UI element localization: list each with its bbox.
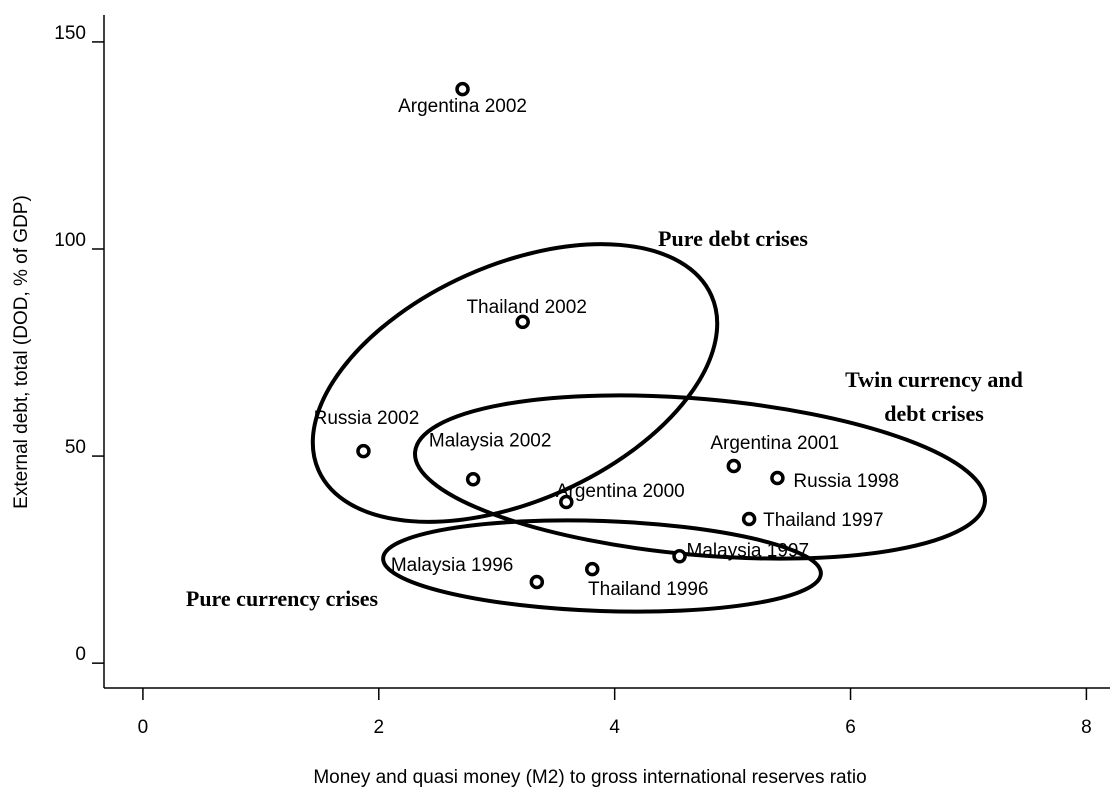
y-tick-label: 50 [65,437,86,458]
point [356,443,371,459]
y-axis-title: External debt, total (DOD, % of GDP) [11,195,32,509]
point [529,574,545,590]
point [455,81,470,97]
point-label: Malaysia 1996 [391,555,514,576]
point [726,458,742,474]
annotation: Pure currency crises [186,586,379,611]
y-tick-label: 150 [54,23,86,44]
point-label: Malaysia 2002 [429,430,552,451]
point-label: Russia 2002 [314,408,420,429]
point-label: Thailand 2002 [466,297,586,318]
annotation: Pure debt crises [658,226,808,251]
x-tick-label: 4 [609,717,620,738]
point-label: Malaysia 1997 [687,540,810,561]
currency-ellipse [381,518,823,614]
annotation: Twin currency and [845,367,1023,392]
point-label: Argentina 2000 [556,481,685,502]
x-axis-title: Money and quasi money (M2) to gross inte… [313,767,866,788]
point-label: Thailand 1997 [763,510,883,531]
point [672,549,687,564]
point [465,472,481,487]
debt-ellipse [310,242,720,524]
x-tick-label: 8 [1081,717,1092,738]
x-tick-label: 6 [845,717,856,738]
y-tick-label: 100 [54,230,86,251]
point-label: Russia 1998 [793,471,899,492]
point [585,561,600,577]
twin-ellipse [413,393,987,561]
point [515,314,530,330]
point-label: Argentina 2001 [710,433,839,454]
annotation: debt crises [884,401,984,426]
point [770,470,785,486]
point [559,494,574,510]
point-label: Thailand 1996 [588,579,708,600]
x-tick-label: 0 [138,717,149,738]
x-tick-label: 2 [374,717,385,738]
point [741,511,757,527]
y-tick-label: 0 [75,644,86,665]
point-label: Argentina 2002 [398,96,527,117]
